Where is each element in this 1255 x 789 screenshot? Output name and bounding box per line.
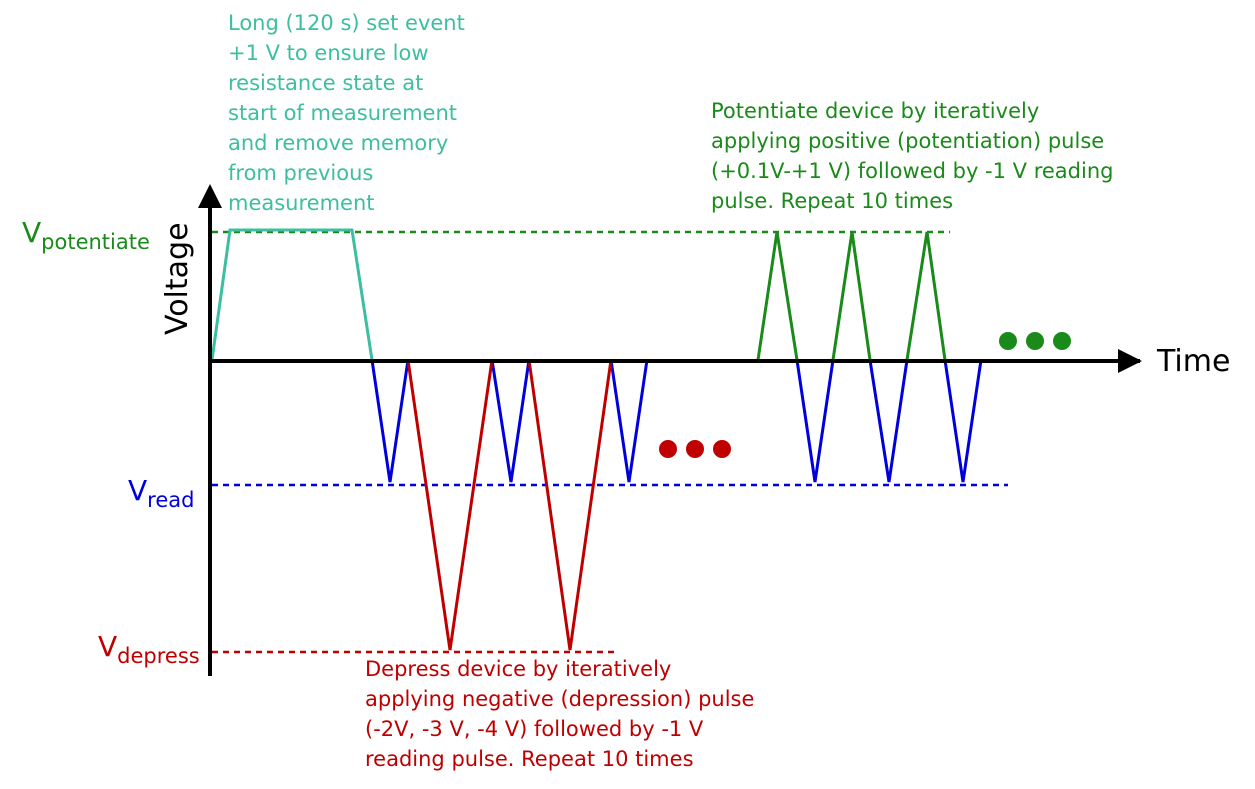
read-pulse — [609, 359, 649, 483]
svg-text:Depress device by iteratively: Depress device by iteratively — [365, 657, 671, 681]
v-read-label: Vread — [128, 474, 194, 512]
svg-text:and remove memory: and remove memory — [228, 131, 448, 155]
y-axis-arrowhead — [198, 184, 222, 208]
svg-text:+1 V to ensure low: +1 V to ensure low — [228, 41, 429, 65]
read-pulse — [795, 359, 835, 483]
v-depress-label: Vdepress — [98, 630, 200, 668]
svg-text:reading pulse. Repeat 10 times: reading pulse. Repeat 10 times — [365, 747, 694, 771]
v-potentiate-label: Vpotentiate — [22, 216, 150, 254]
svg-text:measurement: measurement — [228, 191, 375, 215]
depress-annotation: Depress device by iteratively applying n… — [365, 657, 754, 771]
svg-text:resistance state at: resistance state at — [228, 71, 423, 95]
x-axis-title: Time — [1156, 344, 1230, 379]
svg-text:pulse. Repeat 10 times: pulse. Repeat 10 times — [711, 189, 953, 213]
svg-text:(-2V, -3 V, -4 V) followed by: (-2V, -3 V, -4 V) followed by -1 V — [365, 717, 704, 741]
svg-text:applying negative (depression): applying negative (depression) pulse — [365, 687, 754, 711]
potentiate-pulse — [905, 231, 947, 361]
svg-text:start of measurement: start of measurement — [228, 101, 457, 125]
svg-text:from previous: from previous — [228, 161, 373, 185]
x-axis-arrowhead — [1118, 349, 1142, 373]
potentiate-pulse — [756, 231, 799, 361]
read-pulse — [370, 359, 410, 483]
potentiate-pulse — [831, 231, 872, 361]
read-pulse — [943, 359, 983, 483]
set-event-annotation: Long (120 s) set event +1 V to ensure lo… — [228, 11, 465, 215]
svg-text:(+0.1V-+1 V) followed by -1 V: (+0.1V-+1 V) followed by -1 V reading — [711, 159, 1113, 183]
potentiate-annotation: Potentiate device by iteratively applyin… — [711, 99, 1113, 213]
depress-pulse — [527, 359, 613, 651]
read-pulse — [868, 359, 909, 483]
svg-text:applying positive (potentiatio: applying positive (potentiation) pulse — [711, 129, 1104, 153]
potentiate-continuation-dots — [999, 332, 1071, 350]
svg-text:Long (120 s) set event: Long (120 s) set event — [228, 11, 465, 35]
read-pulse — [490, 359, 531, 483]
depress-pulse — [406, 359, 494, 651]
set-event-pulse — [210, 228, 374, 361]
svg-text:Potentiate device by iterative: Potentiate device by iteratively — [711, 99, 1039, 123]
y-axis-title: Voltage — [160, 222, 195, 335]
depress-continuation-dots — [659, 440, 731, 458]
